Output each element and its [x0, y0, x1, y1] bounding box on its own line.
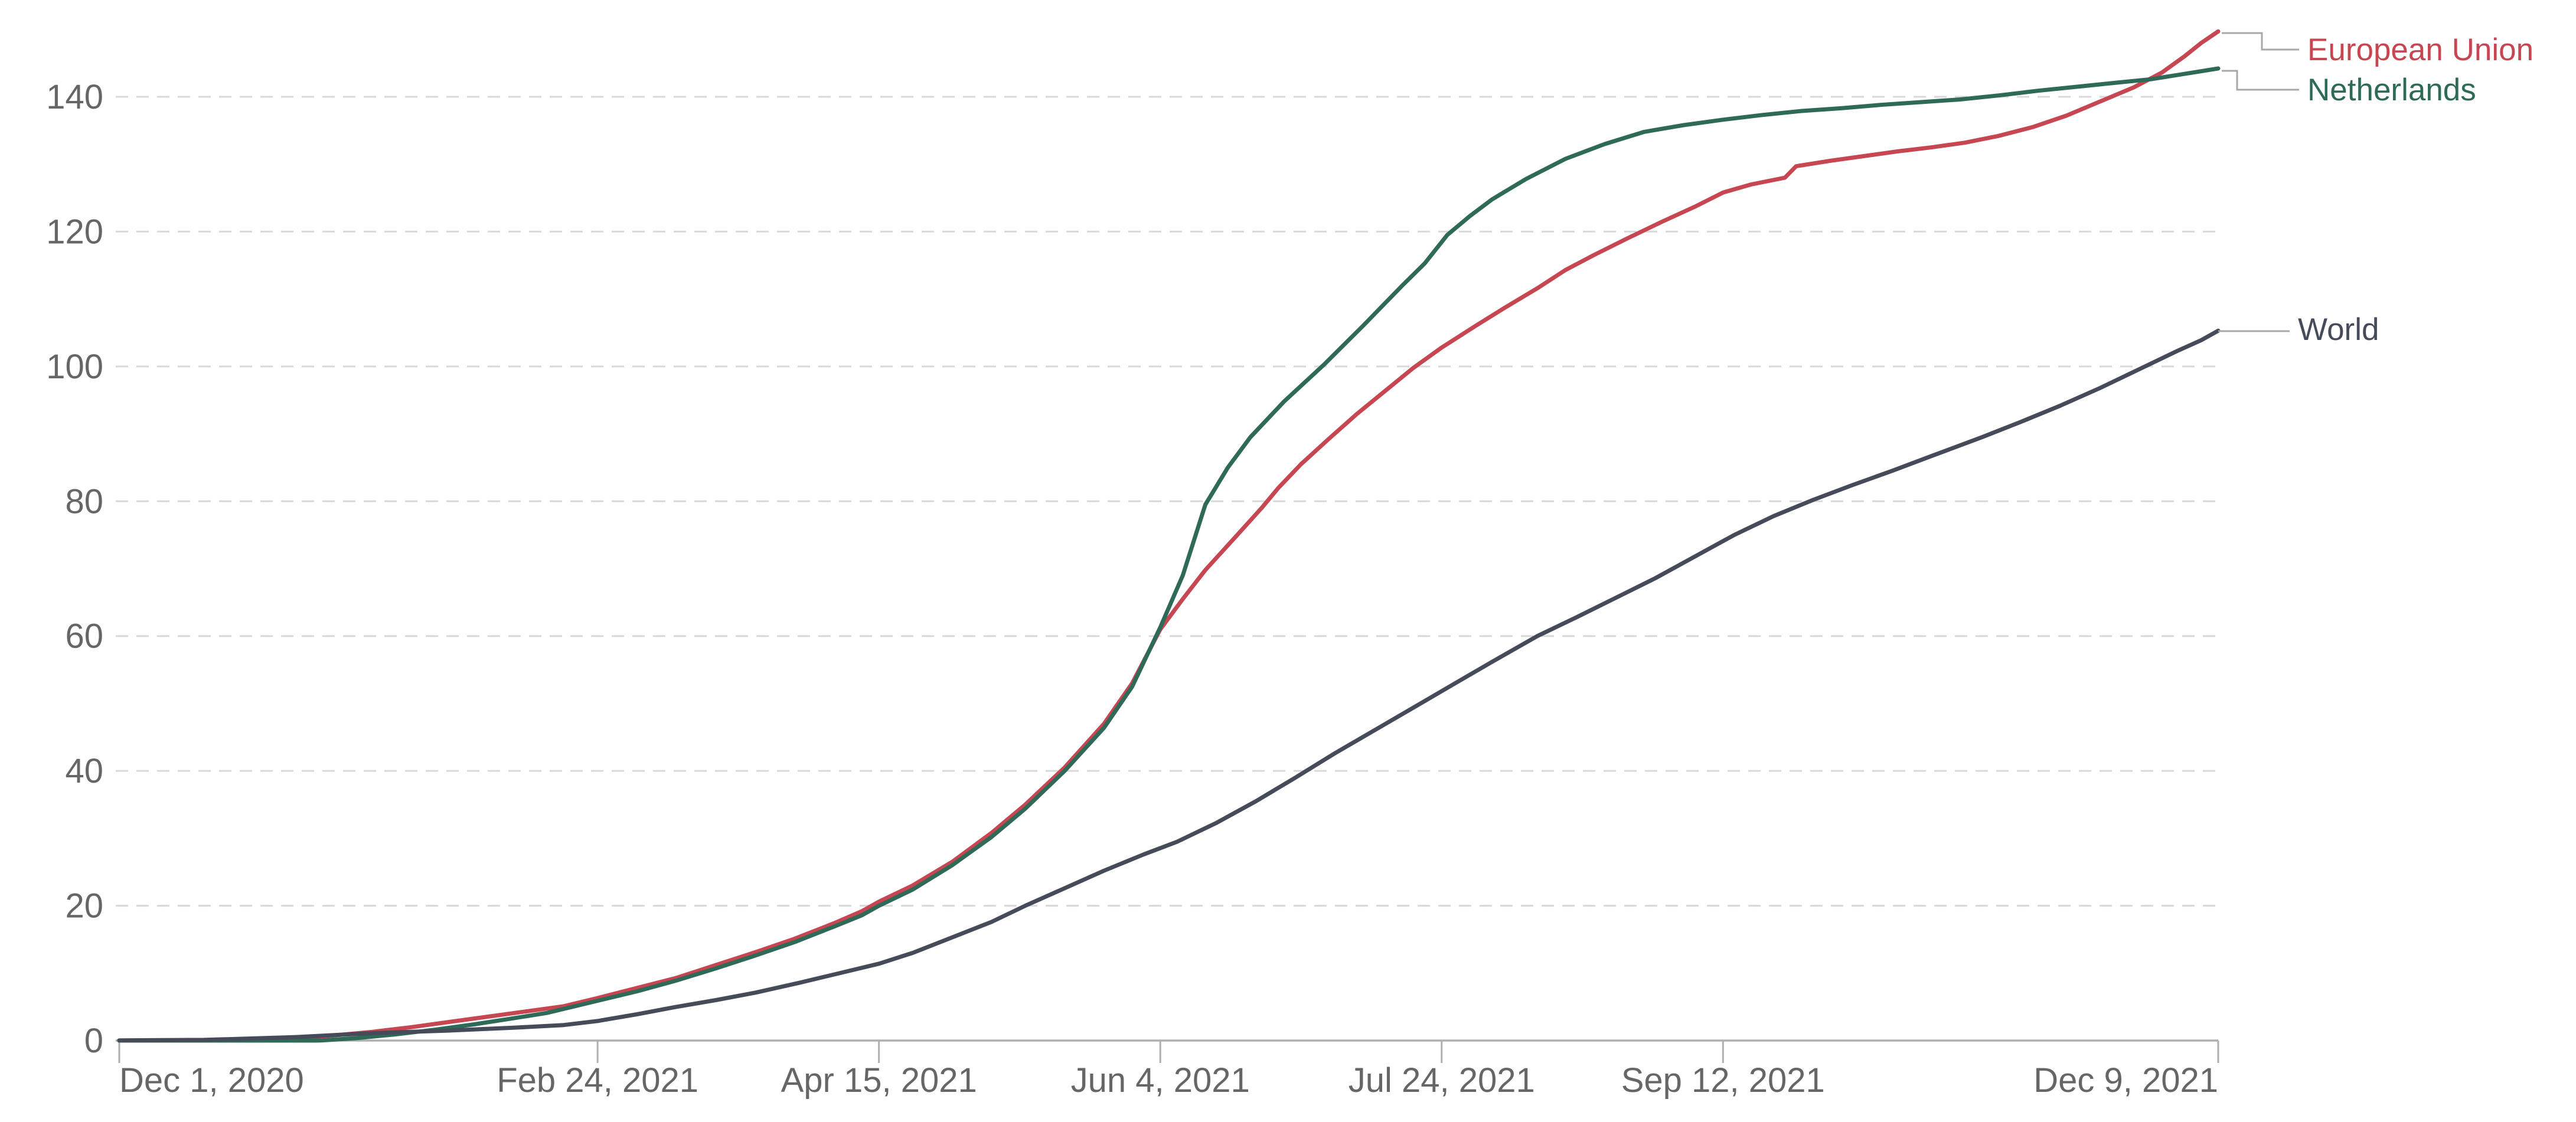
- x-tick-label-feb-24-2021: Feb 24, 2021: [497, 1061, 698, 1100]
- legend-label-european-union: European Union: [2307, 32, 2533, 67]
- y-axis-labels: 0 20 40 60 80 100 120 140: [46, 78, 103, 1060]
- y-tick-label-80: 80: [65, 482, 103, 521]
- legend-connector-netherlands: [2222, 70, 2299, 91]
- series-line-european-union: [117, 29, 2221, 1043]
- legend-connector-european-union: [2222, 32, 2299, 51]
- x-tick-label-dec-1-2020: Dec 1, 2020: [119, 1061, 304, 1100]
- y-tick-label-100: 100: [46, 348, 103, 386]
- legend: European Union Netherlands World: [2218, 32, 2533, 347]
- x-axis: Dec 1, 2020 Feb 24, 2021 Apr 15, 2021 Jun 4…: [116, 1039, 2219, 1100]
- y-tick-label-40: 40: [65, 752, 103, 790]
- legend-label-world: World: [2298, 312, 2379, 347]
- x-tick-label-sep-12-2021: Sep 12, 2021: [1621, 1061, 1825, 1100]
- x-tick-label-dec-9-2021: Dec 9, 2021: [2033, 1061, 2218, 1100]
- legend-label-netherlands: Netherlands: [2307, 73, 2476, 107]
- gridlines: [116, 96, 2218, 907]
- x-tick-label-jun-4-2021: Jun 4, 2021: [1071, 1061, 1250, 1100]
- series-lines: [117, 29, 2221, 1043]
- y-tick-label-120: 120: [46, 212, 103, 251]
- y-tick-label-60: 60: [65, 617, 103, 656]
- x-tick-label-apr-15-2021: Apr 15, 2021: [781, 1061, 977, 1100]
- series-line-netherlands: [117, 66, 2221, 1043]
- x-tick-label-jul-24-2021: Jul 24, 2021: [1349, 1061, 1535, 1100]
- series-line-world: [117, 328, 2221, 1043]
- y-tick-label-20: 20: [65, 887, 103, 925]
- y-tick-label-140: 140: [46, 78, 103, 116]
- y-tick-label-0: 0: [84, 1022, 103, 1060]
